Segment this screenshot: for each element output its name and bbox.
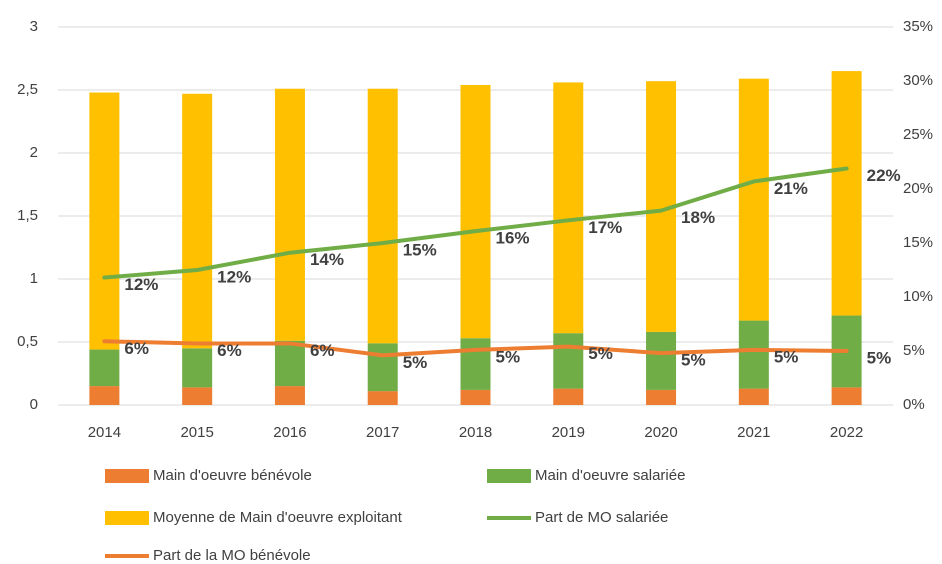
y-tick-label: 2,5 <box>17 81 38 98</box>
bar-segment <box>182 93 213 349</box>
x-tick-label: 2018 <box>459 424 492 441</box>
legend-label: Main d'oeuvre bénévole <box>153 467 312 484</box>
legend-label: Part de MO salariée <box>535 509 668 526</box>
bar-segment <box>274 88 305 341</box>
x-tick-label: 2014 <box>88 424 121 441</box>
data-label: 5% <box>681 351 706 370</box>
legend-label: Main d'oeuvre salariée <box>535 467 685 484</box>
line <box>102 166 849 280</box>
bar-segment <box>738 78 769 321</box>
data-label: 5% <box>496 347 521 366</box>
data-label: 21% <box>774 179 808 198</box>
bar-segment <box>367 343 398 392</box>
line <box>102 339 849 358</box>
x-tick-label: 2015 <box>180 424 213 441</box>
bar-segment <box>831 71 862 316</box>
bar-segment <box>182 348 213 388</box>
bar-segment <box>553 82 584 334</box>
y2-tick-label: 0% <box>903 396 925 413</box>
bar-segment <box>553 388 584 405</box>
data-label: 5% <box>588 344 613 363</box>
legend-label: Moyenne de Main d'oeuvre exploitant <box>153 509 403 526</box>
bar-segment <box>89 386 120 405</box>
bar-segment <box>367 88 398 344</box>
legend-swatch <box>105 511 149 525</box>
x-tick-label: 2021 <box>737 424 770 441</box>
y2-tick-label: 30% <box>903 72 933 89</box>
data-label: 12% <box>217 267 251 286</box>
bar-segment <box>738 320 769 389</box>
data-label: 6% <box>310 341 335 360</box>
data-label: 5% <box>774 347 799 366</box>
y2-tick-label: 25% <box>903 126 933 143</box>
legend-swatch <box>487 469 531 483</box>
bar-segment <box>646 389 677 405</box>
bar-segment <box>460 84 491 339</box>
y-tick-label: 2 <box>30 144 38 161</box>
y-tick-label: 1,5 <box>17 207 38 224</box>
data-label: 17% <box>588 218 622 237</box>
data-label: 15% <box>403 240 437 259</box>
bar-segment <box>553 333 584 389</box>
data-label: 12% <box>124 275 158 294</box>
data-label: 6% <box>124 339 149 358</box>
bar-segment <box>646 331 677 390</box>
bar-segment <box>89 92 120 350</box>
y2-tick-label: 5% <box>903 342 925 359</box>
y2-tick-label: 10% <box>903 288 933 305</box>
bar-segment <box>831 387 862 405</box>
bar-segment <box>274 340 305 387</box>
y-tick-label: 0,5 <box>17 333 38 350</box>
x-tick-label: 2017 <box>366 424 399 441</box>
x-tick-label: 2022 <box>830 424 863 441</box>
bar-segment <box>460 338 491 390</box>
y-tick-label: 1 <box>30 270 38 287</box>
bar-segment <box>182 387 213 405</box>
y-tick-label: 3 <box>30 18 38 35</box>
data-label: 14% <box>310 250 344 269</box>
bar-segment <box>367 391 398 405</box>
x-tick-label: 2016 <box>273 424 306 441</box>
bar-segment <box>738 388 769 405</box>
legend-swatch <box>105 469 149 483</box>
bar-segment <box>460 389 491 405</box>
bar-segment <box>89 349 120 387</box>
y-tick-label: 0 <box>30 396 38 413</box>
x-tick-label: 2020 <box>644 424 677 441</box>
data-label: 5% <box>867 348 892 367</box>
data-label: 22% <box>867 166 901 185</box>
bar-segment <box>274 386 305 405</box>
y2-tick-label: 15% <box>903 234 933 251</box>
y2-tick-label: 20% <box>903 180 933 197</box>
data-label: 16% <box>496 229 530 248</box>
data-label: 5% <box>403 353 428 372</box>
x-tick-label: 2019 <box>552 424 585 441</box>
legend-label: Part de la MO bénévole <box>153 547 311 564</box>
data-label: 6% <box>217 341 242 360</box>
y2-tick-label: 35% <box>903 18 933 35</box>
data-label: 18% <box>681 208 715 227</box>
